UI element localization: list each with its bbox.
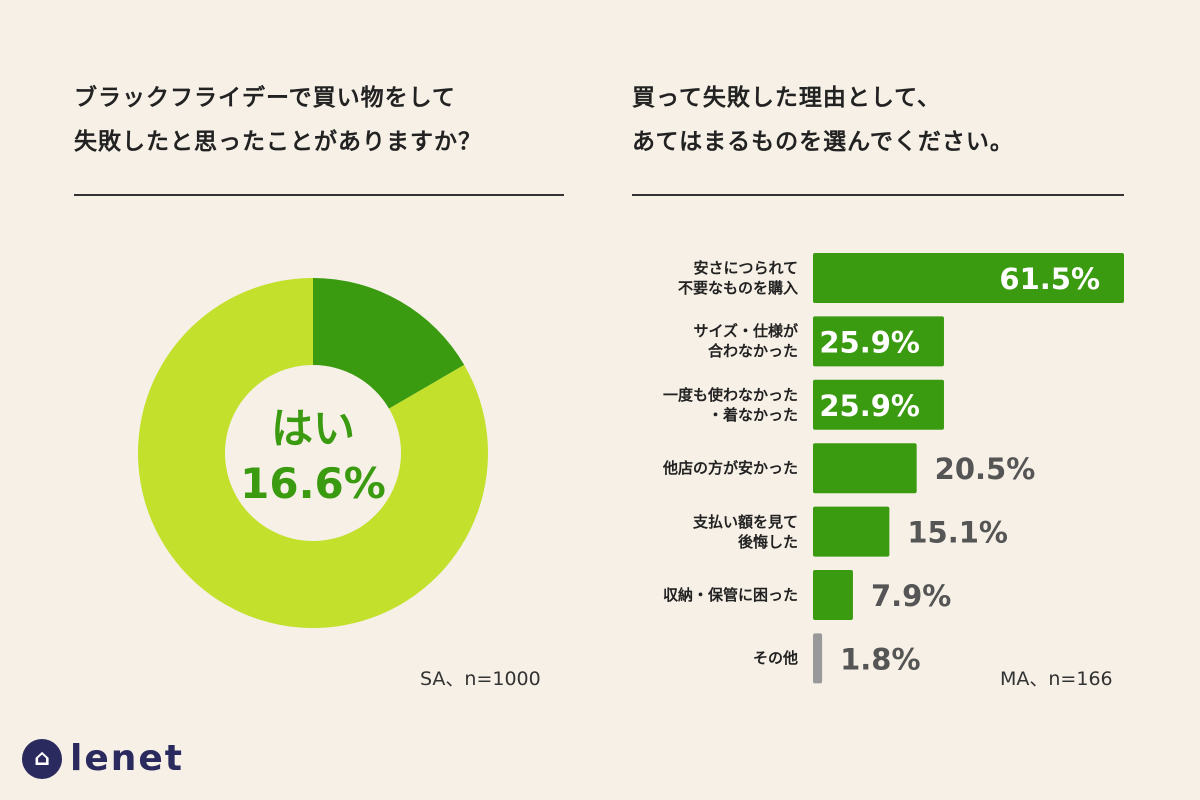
bar-category-label: 収納・保管に困った [663,585,798,605]
right-question: 買って失敗した理由として、 あてはまるものを選んでください。 [632,76,1014,164]
donut-center-value: 16.6% [240,459,386,508]
left-question-line: 失敗したと思ったことがありますか？ [74,129,482,155]
bar-value-label: 1.8% [840,642,920,676]
bar-value-label: 25.9% [819,325,920,359]
right-divider [632,194,1124,196]
category-line: 一度も使わなかった [662,385,798,404]
bar-value-label: 20.5% [935,452,1036,486]
category-line: 後悔した [737,532,798,551]
lenet-logo: ⌂ lenet [22,738,184,779]
bar-value-label: 25.9% [819,389,920,423]
bar [813,570,853,620]
right-question-line: 買って失敗した理由として、 [632,85,942,111]
bar-category-label: サイズ・仕様が 合わなかった [693,321,798,361]
bar [813,633,823,684]
bar [813,443,917,494]
right-sample-note: MA、n=166 [1000,668,1113,690]
bar [813,506,890,557]
donut-slice [313,278,465,409]
category-line: 支払い額を見て [692,512,798,531]
bar-category-label: その他 [753,648,798,668]
left-question-line: ブラックフライデーで買い物をして [74,85,456,111]
bar-category-label: 一度も使わなかった ・着なかった [663,385,798,425]
bar [813,379,944,430]
bar-category-label: 他店の方が安かった [663,458,798,478]
right-question-line: あてはまるものを選んでください。 [632,129,1014,155]
category-line: 収納・保管に困った [662,586,798,604]
bar-value-label: 15.1% [907,516,1008,550]
category-line: その他 [752,649,798,668]
logo-text: lenet [70,738,185,779]
bar-category-label: 安さにつられて不要なものを購入 [678,258,798,298]
bar [813,253,1124,303]
left-sample-note: SA、n=1000 [420,668,541,690]
category-line: 不要なものを購入 [677,279,798,297]
category-line: 合わなかった [707,342,798,361]
category-line: 安さにつられて [693,259,798,277]
left-divider [74,194,564,196]
bar-value-label: 7.9% [871,579,951,613]
donut-slice [137,278,488,628]
category-line: サイズ・仕様が [693,322,798,341]
bar-category-label: 支払い額を見て 後悔した [693,512,798,552]
hanger-icon: ⌂ [22,738,62,779]
bar-value-label: 61.5% [999,262,1100,296]
left-question: ブラックフライデーで買い物をして 失敗したと思ったことがありますか？ [74,76,482,164]
donut-center-name: はい [271,404,355,453]
category-line: 他店の方が安かった [662,459,798,478]
bar [813,316,944,367]
category-line: ・着なかった [707,405,798,424]
